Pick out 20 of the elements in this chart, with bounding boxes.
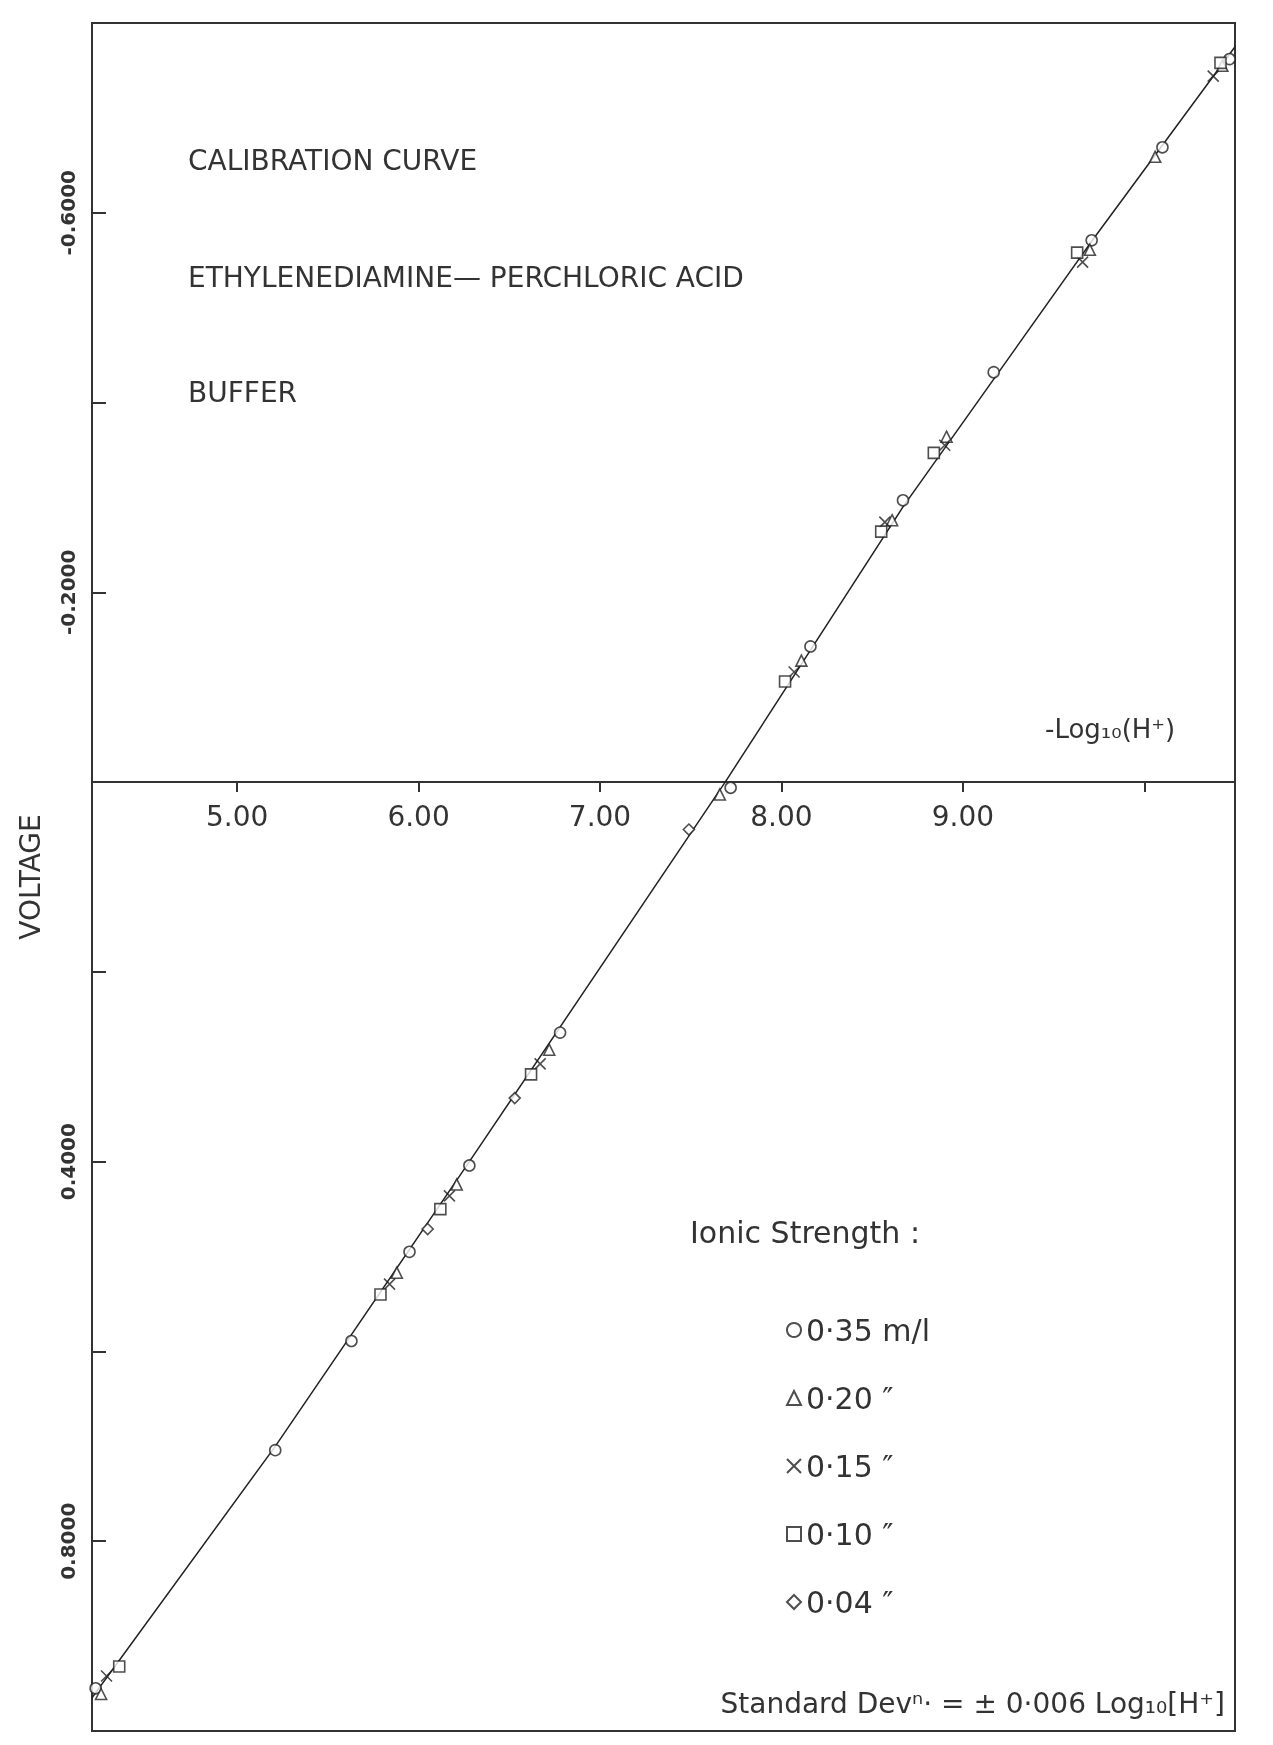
y-tick-label: 0.8000	[56, 1502, 80, 1580]
x-tick-label: 6.00	[387, 799, 450, 833]
y-tick-label: -0.2000	[56, 549, 80, 636]
legend-title: Ionic Strength :	[690, 1214, 920, 1250]
text: CALIBRATION CURVE	[188, 143, 478, 177]
x-axis-title: -Log₁₀(H⁺)	[1045, 714, 1176, 745]
y-axis-title: VOLTAGE	[13, 814, 47, 940]
x-tick-label: 8.00	[750, 799, 813, 833]
legend-label: 0·04 ″	[806, 1584, 894, 1620]
y-tick-label: -0.6000	[56, 170, 80, 256]
legend-label: 0·20 ″	[806, 1380, 894, 1416]
annotation: Standard Devⁿ· = ± 0·006 Log₁₀[H⁺]	[720, 1686, 1226, 1720]
legend-label: 0·10 ″	[806, 1516, 894, 1552]
x-tick-label: 5.00	[205, 799, 269, 833]
y-tick-label: 0.4000	[56, 1123, 80, 1201]
x-tick-label: 7.00	[568, 799, 632, 833]
x-tick-label: 9.00	[931, 799, 995, 833]
text: ETHYLENEDIAMINE— PERCHLORIC ACID BUFFER	[188, 260, 744, 409]
legend-label: 0·15 ″	[806, 1448, 894, 1484]
legend-label: 0·35 m/l	[806, 1312, 930, 1348]
